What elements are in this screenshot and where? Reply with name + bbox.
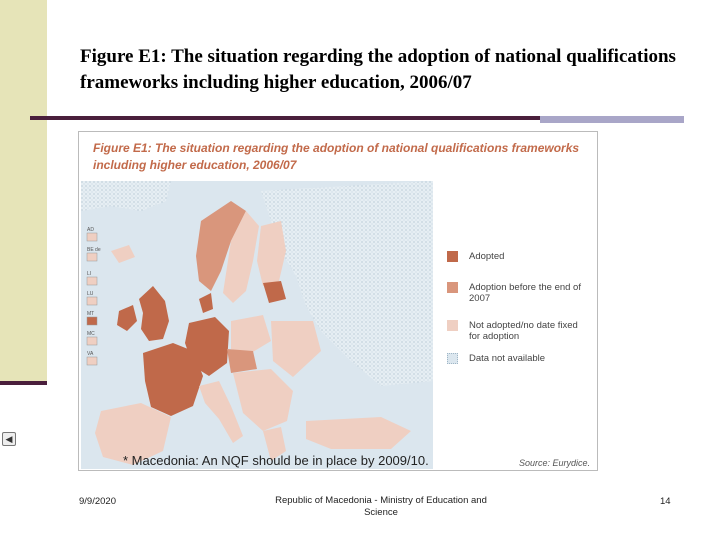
region-denmark bbox=[199, 293, 213, 313]
source-label: Source: bbox=[519, 458, 551, 468]
slide-nav-icon[interactable]: ◀ bbox=[2, 432, 16, 446]
legend-swatch-adopted bbox=[447, 251, 458, 262]
inset-label-mc: MC bbox=[87, 331, 95, 337]
footer-organization: Republic of Macedonia - Ministry of Educ… bbox=[275, 495, 487, 518]
europe-map: AD BE de LI LU MT MC VA bbox=[81, 181, 433, 469]
map-insets: AD BE de LI LU MT MC VA bbox=[86, 227, 101, 366]
footer-date: 9/9/2020 bbox=[79, 496, 116, 507]
title-rule-accent bbox=[540, 116, 684, 123]
figure-source: Source: Eurydice. bbox=[519, 458, 590, 468]
inset-label-be-de: BE de bbox=[87, 247, 101, 253]
region-finland bbox=[257, 221, 286, 286]
region-greece bbox=[263, 427, 286, 461]
left-accent-band bbox=[0, 0, 47, 384]
figure-footnote: * Macedonia: An NQF should be in place b… bbox=[123, 453, 429, 468]
region-italy bbox=[199, 381, 243, 443]
region-germany bbox=[185, 317, 229, 376]
inset-lu-shape bbox=[86, 296, 98, 306]
region-poland bbox=[231, 315, 271, 353]
figure-title: Figure E1: The situation regarding the a… bbox=[93, 141, 580, 172]
europe-map-svg: AD BE de LI LU MT MC VA bbox=[81, 181, 433, 469]
inset-label-lu: LU bbox=[87, 291, 94, 297]
region-czech-austria bbox=[227, 349, 257, 373]
inset-be-de-shape bbox=[86, 252, 98, 262]
legend-label-adopted: Adopted bbox=[469, 251, 505, 262]
inset-label-va: VA bbox=[87, 351, 94, 357]
region-sweden bbox=[223, 211, 259, 303]
region-balkans bbox=[233, 369, 293, 431]
region-france bbox=[143, 343, 203, 416]
slide-title: Figure E1: The situation regarding the a… bbox=[80, 46, 676, 93]
legend-swatch-not-adopted bbox=[447, 320, 458, 331]
legend-label-before-2007: Adoption before the end of 2007 bbox=[469, 282, 581, 304]
inset-label-mt: MT bbox=[87, 311, 94, 317]
inset-label-li: LI bbox=[87, 271, 91, 277]
region-iceland bbox=[111, 245, 135, 263]
title-rule bbox=[30, 116, 540, 120]
region-uk bbox=[139, 286, 169, 341]
inset-ad-shape bbox=[86, 232, 98, 242]
region-eastern bbox=[271, 321, 321, 377]
source-value: Eurydice. bbox=[552, 458, 591, 468]
inset-va-shape bbox=[86, 356, 98, 366]
region-norway bbox=[196, 201, 246, 291]
region-estonia-latvia bbox=[263, 281, 286, 303]
region-data-unavailable-north bbox=[81, 181, 171, 211]
legend-swatch-before-2007 bbox=[447, 282, 458, 293]
inset-mc-shape bbox=[86, 336, 98, 346]
inset-li-shape bbox=[86, 276, 98, 286]
legend-label-not-adopted: Not adopted/no date fixed for adoption bbox=[469, 320, 578, 342]
map-figure: Figure E1: The situation regarding the a… bbox=[78, 131, 598, 471]
region-ireland bbox=[117, 305, 137, 331]
left-accent-line bbox=[0, 381, 47, 385]
region-turkey bbox=[306, 417, 411, 449]
legend-swatch-data-unavailable bbox=[447, 353, 458, 364]
inset-mt-shape bbox=[86, 316, 98, 326]
region-data-unavailable-east bbox=[261, 181, 433, 386]
footer-page-number: 14 bbox=[660, 496, 671, 507]
legend-label-data-unavailable: Data not available bbox=[469, 353, 546, 364]
inset-label-ad: AD bbox=[87, 227, 94, 233]
region-iberia bbox=[95, 403, 171, 465]
